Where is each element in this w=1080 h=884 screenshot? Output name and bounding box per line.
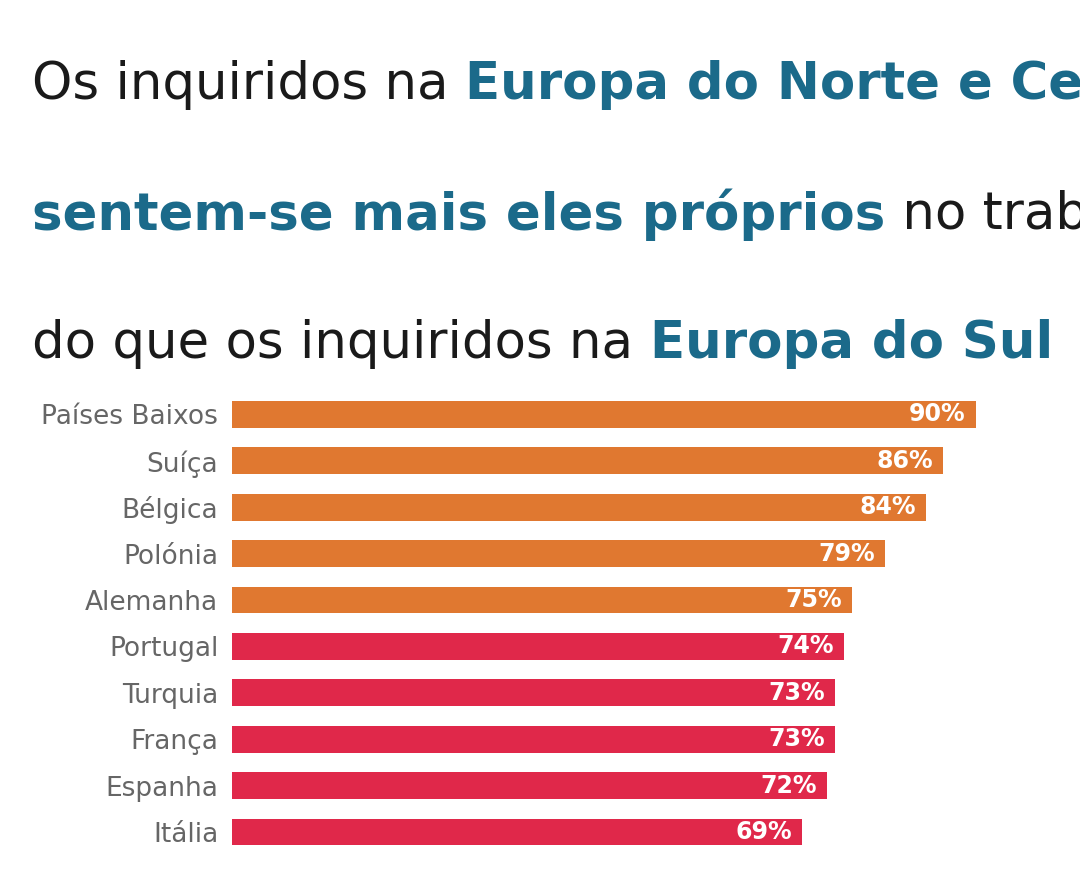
Bar bbox=[232, 772, 827, 799]
Text: 73%: 73% bbox=[769, 681, 825, 705]
Text: 72%: 72% bbox=[760, 774, 818, 797]
Text: Europa do Norte e Central: Europa do Norte e Central bbox=[465, 59, 1080, 110]
Text: 75%: 75% bbox=[785, 588, 842, 612]
Text: 74%: 74% bbox=[778, 635, 834, 659]
Text: 73%: 73% bbox=[769, 728, 825, 751]
Text: do que os inquiridos na: do que os inquiridos na bbox=[32, 319, 650, 370]
Text: 90%: 90% bbox=[909, 402, 966, 426]
Bar bbox=[232, 401, 976, 428]
Bar bbox=[232, 679, 835, 706]
Bar bbox=[232, 587, 852, 613]
Text: 69%: 69% bbox=[735, 820, 793, 844]
Text: 79%: 79% bbox=[819, 542, 875, 566]
Text: Os inquiridos na: Os inquiridos na bbox=[32, 59, 465, 110]
Bar bbox=[232, 726, 835, 752]
Text: Europa do Sul: Europa do Sul bbox=[650, 319, 1053, 370]
Bar bbox=[232, 447, 943, 475]
Bar bbox=[232, 494, 927, 521]
Text: sentem-se mais eles próprios: sentem-se mais eles próprios bbox=[32, 188, 886, 240]
Text: 86%: 86% bbox=[876, 449, 933, 473]
Bar bbox=[232, 540, 885, 568]
Bar bbox=[232, 819, 802, 845]
Text: 84%: 84% bbox=[860, 495, 916, 519]
Bar bbox=[232, 633, 843, 659]
Text: no trabalho: no trabalho bbox=[886, 189, 1080, 240]
